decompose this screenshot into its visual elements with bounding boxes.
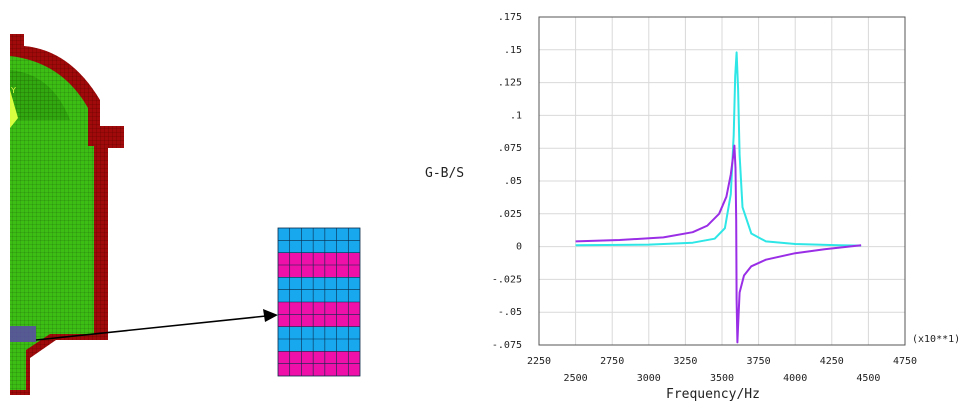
y-tick-label: .125 (498, 78, 522, 89)
chart-series (575, 51, 862, 344)
x-tick-labels-upper: 2250 2750 3250 3750 4250 4750 (527, 356, 917, 367)
y-tick-label: .1 (510, 110, 522, 121)
y-tick-label: .175 (498, 12, 522, 23)
y-tick-label: -.025 (492, 274, 522, 285)
x-tick-label: 4000 (783, 373, 807, 384)
plot-frame (538, 16, 906, 346)
highlight-region (10, 326, 36, 342)
x-tick-labels-lower: 2500 3000 3500 4000 4500 (564, 373, 881, 384)
chart-grid (538, 16, 906, 346)
detail-arrow (35, 315, 267, 341)
x-tick-label: 3500 (710, 373, 734, 384)
axis-triad-label: Y (10, 86, 16, 95)
x-axis-label: Frequency/Hz (666, 387, 760, 402)
y-tick-label: .05 (504, 176, 522, 187)
x-tick-label: 2500 (564, 373, 588, 384)
x-tick-label: 4250 (820, 356, 844, 367)
y-tick-label: .15 (504, 45, 522, 56)
x-tick-label: 2250 (527, 356, 551, 367)
arrow-head-icon (263, 309, 278, 322)
y-tick-label: .075 (498, 143, 522, 154)
y-tick-label: 0 (516, 242, 522, 253)
x-tick-label: 2750 (600, 356, 624, 367)
y-tick-label: .025 (498, 209, 522, 220)
y-tick-label: -.075 (492, 340, 522, 351)
series-line-cyan (575, 51, 862, 247)
y-tick-labels: .175 .15 .125 .1 .075 .05 .025 0 -.025 -.05 -.075 (492, 12, 522, 351)
x-tick-label: 4500 (856, 373, 880, 384)
y-tick-label: -.05 (498, 307, 522, 318)
axis-triad-icon (10, 90, 18, 128)
series-line-purple (575, 144, 862, 344)
y-axis-label: G-B/S (425, 166, 464, 181)
x-tick-label: 3000 (637, 373, 661, 384)
x-multiplier-label: (x10**1) (912, 334, 960, 345)
x-tick-label: 4750 (893, 356, 917, 367)
layer-stack-border (277, 227, 361, 377)
x-tick-label: 3750 (747, 356, 771, 367)
x-tick-label: 3250 (673, 356, 697, 367)
